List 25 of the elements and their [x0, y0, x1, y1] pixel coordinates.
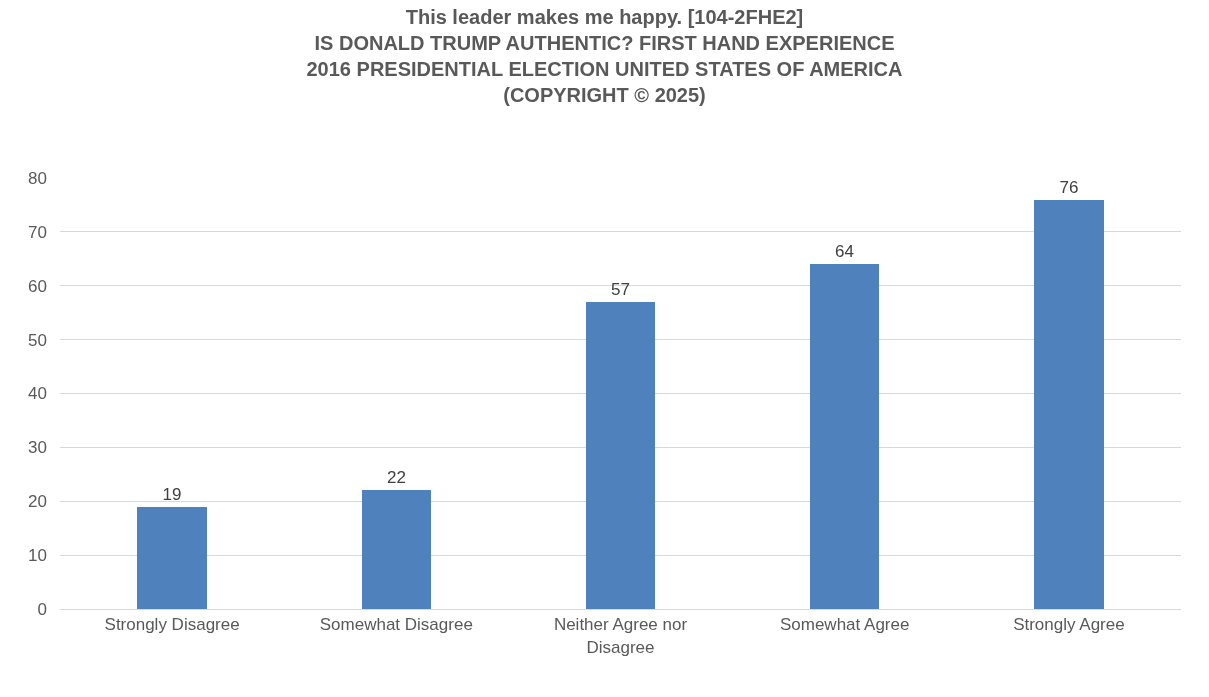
bar	[137, 507, 207, 609]
y-tick-label: 10	[28, 546, 47, 566]
bar	[1034, 200, 1104, 609]
data-label: 22	[387, 468, 406, 487]
x-tick-label: Somewhat Disagree	[319, 615, 473, 635]
bar	[362, 490, 431, 609]
data-label: 64	[835, 242, 854, 261]
chart-title: This leader makes me happy. [104-2FHE2] IS DONALD TRUMP AUTHENTIC? FIRST HAND EXPERIENCE 2016 PRESIDENTIAL ELECTION UNITED STATES OF AMERICA (COPYRIGHT © 2025)	[306, 6, 903, 107]
y-tick-label: 50	[28, 330, 47, 350]
y-tick-label: 60	[28, 276, 47, 296]
x-tick-label: Strongly Agree	[1013, 615, 1125, 635]
y-tick-label: 70	[28, 222, 47, 242]
data-label: 57	[611, 280, 630, 299]
y-tick-label: 80	[28, 168, 47, 188]
y-tick-label: 20	[28, 492, 47, 512]
y-tick-label: 30	[28, 438, 47, 458]
data-label: 19	[162, 485, 182, 504]
x-tick-label: Strongly Disagree	[104, 615, 240, 635]
bar	[586, 302, 655, 609]
x-tick-label: Neither Agree nor Disagree	[553, 615, 688, 657]
x-tick-label: Somewhat Agree	[779, 615, 910, 635]
y-tick-label: 40	[28, 384, 47, 404]
bar	[810, 264, 879, 609]
data-label: 76	[1059, 178, 1079, 197]
y-tick-label: 0	[37, 599, 47, 619]
